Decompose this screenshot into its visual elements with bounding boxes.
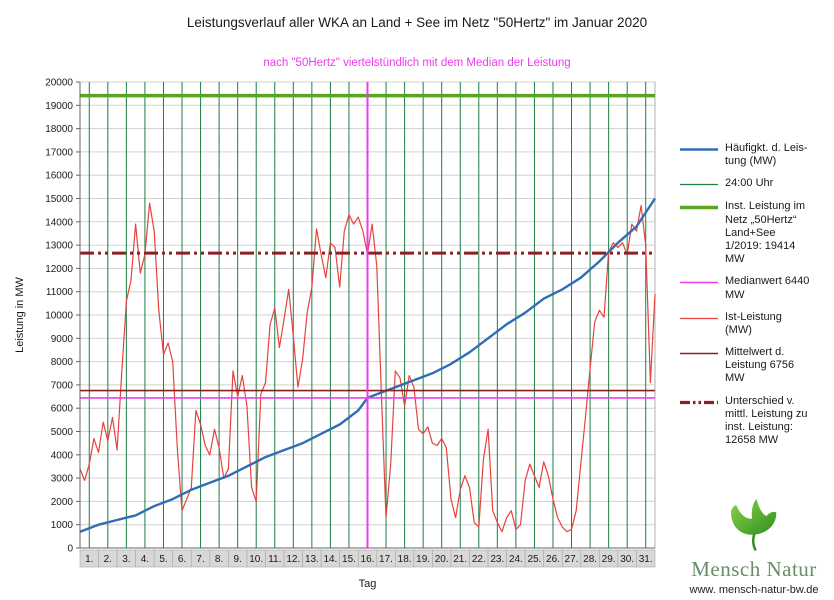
y-tick-label: 2000 — [51, 497, 74, 508]
y-tick-label: 7000 — [51, 380, 74, 391]
x-tick-label: 4. — [141, 554, 149, 565]
legend-item-mittelwert: Mittelwert d. Leistung 6756 MW — [679, 346, 833, 386]
logo-name: Mensch Natur — [691, 557, 817, 581]
legend-sample-ist-leistung — [680, 317, 718, 319]
y-tick-label: 6000 — [51, 404, 74, 415]
logo: Mensch Natur www. mensch-natur-bw.de — [678, 495, 830, 596]
y-tick-label: 13000 — [45, 241, 73, 252]
legend-label-mittelwert: Mittelwert d. Leistung 6756 MW — [725, 346, 795, 385]
x-axis-title: Tag — [358, 578, 377, 590]
legend-sample-midnight — [680, 184, 718, 186]
y-tick-label: 3000 — [51, 474, 74, 485]
legend-item-midnight: 24:00 Uhr — [679, 177, 833, 191]
legend-sample-unterschied — [680, 400, 718, 404]
legend-item-haeufigkeit: Häufigkt. d. Leis- tung (MW) — [679, 142, 833, 168]
x-tick-label: 16. — [361, 554, 375, 565]
chart-subtitle: nach "50Hertz" viertelstündlich mit dem … — [263, 57, 571, 69]
legend-label-haeufigkeit: Häufigkt. d. Leis- tung (MW) — [725, 142, 808, 168]
y-tick-label: 8000 — [51, 357, 74, 368]
x-tick-label: 3. — [122, 554, 130, 565]
legend-label-medianwert: Medianwert 6440 MW — [725, 275, 810, 301]
y-tick-label: 16000 — [45, 171, 73, 182]
legend-item-unterschied: Unterschied v. mittl. Leistung zu inst. … — [679, 395, 833, 448]
x-tick-label: 8. — [215, 554, 223, 565]
x-tick-label: 12. — [286, 554, 300, 565]
x-tick-label: 14. — [323, 554, 337, 565]
y-tick-label: 18000 — [45, 124, 73, 135]
legend-label-unterschied: Unterschied v. mittl. Leistung zu inst. … — [725, 394, 808, 447]
y-tick-label: 17000 — [45, 147, 73, 158]
legend-item-inst-leistung: Inst. Leistung im Netz „50Hertz“ Land+Se… — [679, 200, 833, 266]
x-tick-label: 29. — [602, 554, 616, 565]
x-tick-label: 30. — [620, 554, 634, 565]
x-tick-label: 17. — [379, 554, 393, 565]
x-tick-label: 21. — [453, 554, 467, 565]
x-tick-label: 7. — [196, 554, 204, 565]
x-tick-label: 19. — [416, 554, 430, 565]
legend-item-medianwert: Medianwert 6440 MW — [679, 275, 833, 301]
x-tick-label: 9. — [234, 554, 242, 565]
legend-sample-inst-leistung — [680, 206, 718, 210]
x-tick-label: 10. — [249, 554, 263, 565]
x-tick-label: 25. — [527, 554, 541, 565]
y-tick-label: 1000 — [51, 520, 74, 531]
mensch-natur-leaf-icon — [731, 498, 777, 551]
y-tick-label: 12000 — [45, 264, 73, 275]
x-tick-label: 23. — [490, 554, 504, 565]
legend-sample-mittelwert — [680, 352, 718, 355]
legend-label-ist-leistung: Ist-Leistung (MW) — [725, 310, 782, 336]
logo-url: www. mensch-natur-bw.de — [689, 584, 819, 596]
x-tick-label: 15. — [342, 554, 356, 565]
y-tick-label: 14000 — [45, 217, 73, 228]
x-tick-label: 5. — [159, 554, 167, 565]
y-tick-label: 4000 — [51, 450, 74, 461]
x-tick-label: 1. — [85, 554, 93, 565]
x-tick-label: 13. — [305, 554, 319, 565]
y-tick-label: 9000 — [51, 334, 74, 345]
y-tick-label: 0 — [67, 544, 73, 555]
x-tick-label: 31. — [639, 554, 653, 565]
y-tick-label: 10000 — [45, 311, 73, 322]
y-tick-label: 15000 — [45, 194, 73, 205]
x-tick-label: 24. — [509, 554, 523, 565]
x-tick-label: 6. — [178, 554, 186, 565]
legend-item-ist-leistung: Ist-Leistung (MW) — [679, 311, 833, 337]
legend-label-inst-leistung: Inst. Leistung im Netz „50Hertz“ Land+Se… — [725, 200, 806, 266]
x-label-cell — [636, 549, 656, 568]
y-tick-label: 11000 — [46, 287, 74, 298]
y-axis-title: Leistung in MW — [14, 277, 26, 353]
legend-sample-haeufigkeit — [680, 148, 718, 151]
legend-sample-medianwert — [680, 282, 718, 284]
x-tick-label: 18. — [398, 554, 412, 565]
y-tick-label: 19000 — [45, 101, 73, 112]
legend: Häufigkt. d. Leis- tung (MW) 24:00 Uhr Ins… — [679, 142, 833, 456]
y-tick-label: 5000 — [51, 427, 74, 438]
x-tick-label: 2. — [104, 554, 112, 565]
x-tick-label: 28. — [583, 554, 597, 565]
chart-title: Leistungsverlauf aller WKA an Land + See… — [186, 15, 648, 30]
x-tick-label: 11. — [268, 554, 281, 565]
x-tick-label: 20. — [435, 554, 449, 565]
x-tick-label: 22. — [472, 554, 486, 565]
x-tick-label: 27. — [565, 554, 579, 565]
y-tick-label: 20000 — [45, 78, 73, 89]
legend-label-midnight: 24:00 Uhr — [725, 177, 774, 190]
x-tick-label: 26. — [546, 554, 560, 565]
